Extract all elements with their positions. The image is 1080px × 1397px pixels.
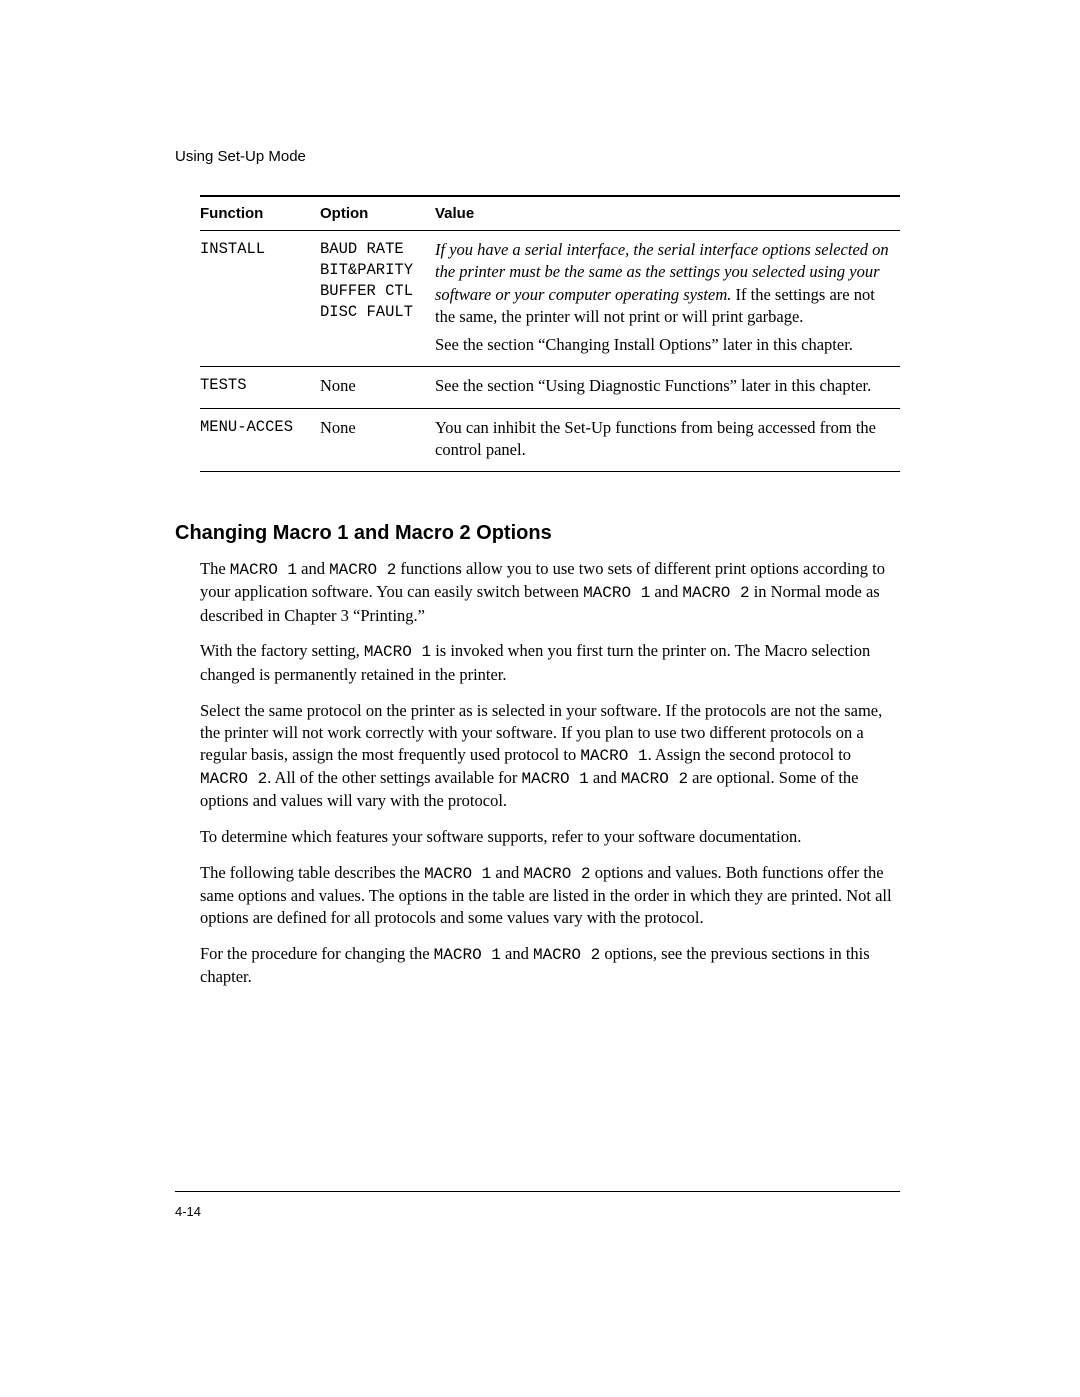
- paragraph: Select the same protocol on the printer …: [200, 700, 900, 812]
- cell-function: TESTS: [200, 367, 320, 408]
- cell-function: INSTALL: [200, 231, 320, 331]
- cell-value: If you have a serial interface, the seri…: [435, 231, 900, 331]
- text: For the procedure for changing the: [200, 944, 434, 963]
- table-row: See the section “Changing Install Option…: [200, 330, 900, 367]
- text: and: [491, 863, 523, 882]
- text: The: [200, 559, 230, 578]
- inline-mono: MACRO 1: [424, 865, 491, 883]
- body-text: The MACRO 1 and MACRO 2 functions allow …: [200, 558, 900, 1002]
- inline-mono: MACRO 1: [364, 643, 431, 661]
- inline-mono: MACRO 2: [621, 770, 688, 788]
- text: . All of the other settings available fo…: [267, 768, 521, 787]
- opt-line: DISC FAULT: [320, 303, 413, 321]
- table-header-row: Function Option Value: [200, 196, 900, 231]
- cell-option: None: [320, 367, 435, 408]
- options-table: Function Option Value INSTALL BAUD RATE …: [200, 195, 900, 472]
- text: With the factory setting,: [200, 641, 364, 660]
- inline-mono: MACRO 2: [329, 561, 396, 579]
- cell-value: You can inhibit the Set-Up functions fro…: [435, 408, 900, 472]
- cell-option: None: [320, 408, 435, 472]
- text: and: [589, 768, 621, 787]
- cell-value: See the section “Using Diagnostic Functi…: [435, 367, 900, 408]
- text: The following table describes the: [200, 863, 424, 882]
- inline-mono: MACRO 2: [682, 584, 749, 602]
- inline-mono: MACRO 1: [434, 946, 501, 964]
- cell-value: See the section “Changing Install Option…: [435, 330, 900, 367]
- inline-mono: MACRO 1: [230, 561, 297, 579]
- inline-mono: MACRO 1: [522, 770, 589, 788]
- paragraph: The following table describes the MACRO …: [200, 862, 900, 929]
- text: . Assign the second protocol to: [648, 745, 851, 764]
- paragraph: For the procedure for changing the MACRO…: [200, 943, 900, 988]
- col-header-value: Value: [435, 196, 900, 231]
- inline-mono: MACRO 2: [200, 770, 267, 788]
- cell-function: MENU-ACCES: [200, 408, 320, 472]
- text: and: [501, 944, 533, 963]
- paragraph: The MACRO 1 and MACRO 2 functions allow …: [200, 558, 900, 626]
- inline-mono: MACRO 2: [533, 946, 600, 964]
- inline-mono: MACRO 2: [523, 865, 590, 883]
- table-row: MENU-ACCES None You can inhibit the Set-…: [200, 408, 900, 472]
- running-head: Using Set-Up Mode: [175, 148, 306, 165]
- opt-line: BIT&PARITY: [320, 261, 413, 279]
- paragraph: With the factory setting, MACRO 1 is inv…: [200, 640, 900, 685]
- cell-option-empty: [320, 330, 435, 367]
- opt-line: BUFFER CTL: [320, 282, 413, 300]
- col-header-function: Function: [200, 196, 320, 231]
- cell-option: BAUD RATE BIT&PARITY BUFFER CTL DISC FAU…: [320, 231, 435, 331]
- inline-mono: MACRO 1: [583, 584, 650, 602]
- table-row: TESTS None See the section “Using Diagno…: [200, 367, 900, 408]
- inline-mono: MACRO 1: [580, 747, 647, 765]
- text: and: [297, 559, 329, 578]
- document-page: Using Set-Up Mode Function Option Value …: [0, 0, 1080, 1397]
- table-row: INSTALL BAUD RATE BIT&PARITY BUFFER CTL …: [200, 231, 900, 331]
- opt-line: BAUD RATE: [320, 240, 404, 258]
- page-number: 4-14: [175, 1204, 201, 1219]
- cell-function-empty: [200, 330, 320, 367]
- col-header-option: Option: [320, 196, 435, 231]
- section-heading: Changing Macro 1 and Macro 2 Options: [175, 522, 552, 545]
- footer-rule: [175, 1191, 900, 1192]
- text: and: [650, 582, 682, 601]
- paragraph: To determine which features your softwar…: [200, 826, 900, 848]
